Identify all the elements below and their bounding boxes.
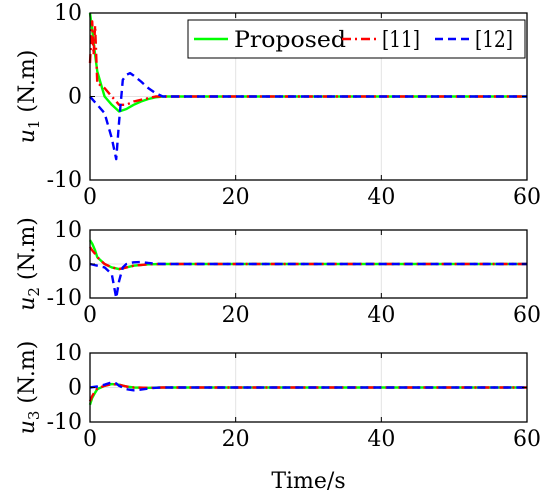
- x-tick-label: 0: [83, 303, 97, 328]
- legend-label-1: Proposed: [234, 28, 346, 53]
- x-axis-label: Time/s: [271, 469, 345, 494]
- x-tick-label: 20: [222, 185, 250, 210]
- y-tick-label: 0: [68, 85, 82, 110]
- y-tick-label: 0: [68, 252, 82, 277]
- x-tick-label: 40: [367, 427, 395, 452]
- y-tick-label: -10: [47, 410, 82, 435]
- x-tick-label: 40: [367, 185, 395, 210]
- x-tick-label: 0: [83, 185, 97, 210]
- x-tick-label: 20: [222, 303, 250, 328]
- series-line-3: [89, 381, 527, 392]
- x-tick-label: 20: [222, 427, 250, 452]
- y-axis-label: u2 (N.m): [15, 217, 43, 311]
- legend: Proposed [11] [12]: [187, 19, 526, 59]
- x-tick-label: 60: [513, 427, 541, 452]
- y-tick-label: 10: [54, 341, 82, 366]
- y-tick-label: 10: [54, 218, 82, 243]
- x-tick-label: 60: [513, 303, 541, 328]
- x-tick-label: 60: [513, 185, 541, 210]
- series-line-3: [89, 71, 527, 161]
- y-tick-label: -10: [47, 168, 82, 193]
- legend-label-3: [12]: [475, 28, 513, 53]
- legend-label-2: [11]: [382, 28, 420, 53]
- y-tick-label: -10: [47, 286, 82, 311]
- y-axis-label: u3 (N.m): [15, 341, 43, 435]
- y-axis-label: u1 (N.m): [15, 50, 43, 144]
- x-tick-label: 40: [367, 303, 395, 328]
- series-line-2: [88, 246, 527, 271]
- x-tick-label: 0: [83, 427, 97, 452]
- y-tick-label: 0: [68, 376, 82, 401]
- y-tick-label: 10: [54, 1, 82, 26]
- series-line-3: [89, 260, 527, 300]
